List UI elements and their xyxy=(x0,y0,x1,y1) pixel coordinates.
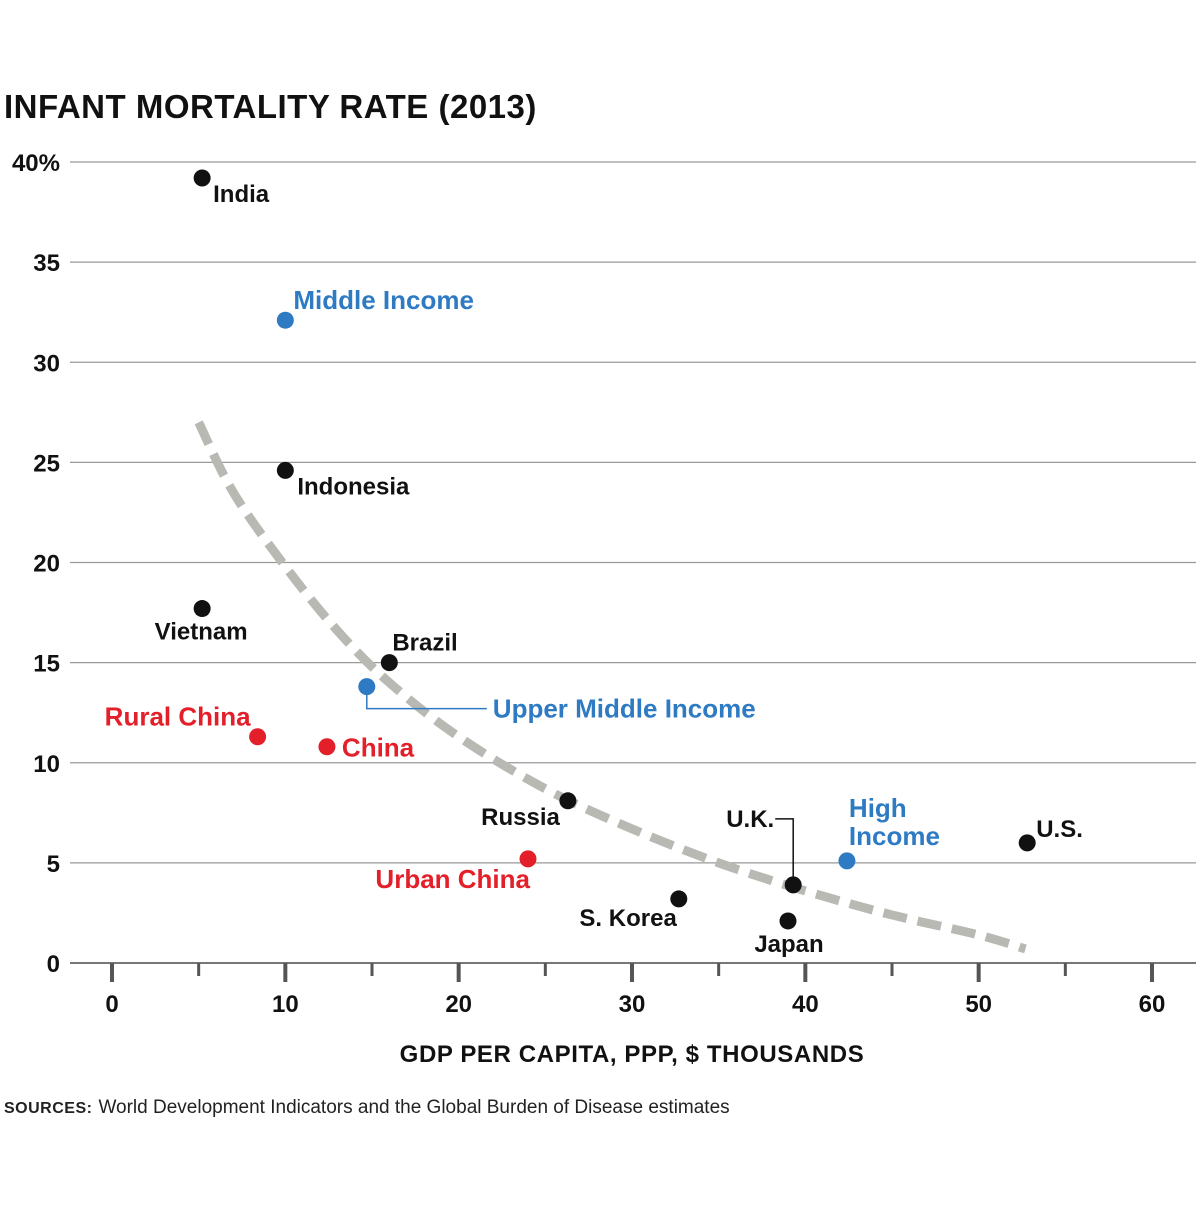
label-brazil: Brazil xyxy=(392,630,457,657)
point-india xyxy=(193,169,211,187)
x-axis: 0 10 20 30 40 50 60 xyxy=(105,963,1165,1018)
label-india: India xyxy=(213,181,270,208)
y-tick-label-25: 25 xyxy=(33,450,60,477)
point-japan xyxy=(779,912,797,930)
label-japan: Japan xyxy=(754,931,823,958)
chart-title: INFANT MORTALITY RATE (2013) xyxy=(4,88,537,125)
label-high-income-line-2: Income xyxy=(849,821,940,851)
label-russia: Russia xyxy=(481,804,560,831)
point-russia xyxy=(559,792,577,810)
x-tick-label-40: 40 xyxy=(792,991,819,1018)
sources-text: World Development Indicators and the Glo… xyxy=(98,1097,730,1118)
point-indonesia xyxy=(276,461,294,479)
y-tick-label-30: 30 xyxy=(33,350,60,377)
y-tick-label-0: 0 xyxy=(47,951,60,978)
point-china xyxy=(318,738,336,756)
sources-label: SOURCES: xyxy=(4,1100,93,1117)
data-labels: India Middle Income Indonesia Vietnam Brazil… xyxy=(105,181,1083,958)
label-s-korea: S. Korea xyxy=(579,905,677,932)
y-tick-label-20: 20 xyxy=(33,551,60,578)
point-u-k xyxy=(784,876,802,894)
data-points xyxy=(193,169,1036,930)
label-indonesia: Indonesia xyxy=(297,473,410,500)
label-high-income: High Income xyxy=(849,793,940,851)
y-tick-label-35: 35 xyxy=(33,250,60,277)
gridlines xyxy=(70,161,1196,964)
label-u-s: U.S. xyxy=(1036,816,1083,843)
label-u-k: U.K. xyxy=(726,806,774,833)
point-upper-middle-income xyxy=(358,678,376,696)
label-vietnam: Vietnam xyxy=(155,619,248,646)
y-tick-label-5: 5 xyxy=(47,851,60,878)
point-rural-china xyxy=(249,728,267,746)
point-brazil xyxy=(380,654,398,672)
y-tick-label-15: 15 xyxy=(33,651,60,678)
point-u-s xyxy=(1018,834,1036,852)
y-tick-label-40: 40% xyxy=(12,150,60,177)
label-urban-china: Urban China xyxy=(375,864,530,894)
x-tick-label-50: 50 xyxy=(965,991,992,1018)
label-rural-china: Rural China xyxy=(105,702,251,732)
trend-line xyxy=(194,420,1027,954)
point-middle-income xyxy=(276,311,294,329)
y-axis: 0 5 10 15 20 25 30 35 40% xyxy=(12,150,60,978)
label-china: China xyxy=(342,733,415,763)
leader-upper-middle-income xyxy=(366,694,487,710)
point-vietnam xyxy=(193,600,211,618)
x-tick-label-10: 10 xyxy=(272,991,299,1018)
trend-curve xyxy=(194,420,1027,954)
x-tick-label-30: 30 xyxy=(619,991,646,1018)
point-s-korea xyxy=(670,890,688,908)
label-high-income-line-1: High xyxy=(849,793,907,823)
label-middle-income: Middle Income xyxy=(293,285,474,315)
leader-u-k xyxy=(775,818,794,877)
x-tick-label-0: 0 xyxy=(105,991,118,1018)
y-tick-label-10: 10 xyxy=(33,751,60,778)
point-urban-china xyxy=(519,850,537,868)
point-high-income xyxy=(838,852,856,870)
sources-note: SOURCES: World Development Indicators and… xyxy=(4,1097,730,1119)
x-axis-label: GDP PER CAPITA, PPP, $ THOUSANDS xyxy=(400,1041,865,1068)
x-tick-label-60: 60 xyxy=(1139,991,1166,1018)
label-upper-middle-income: Upper Middle Income xyxy=(493,694,756,724)
x-tick-label-20: 20 xyxy=(445,991,472,1018)
